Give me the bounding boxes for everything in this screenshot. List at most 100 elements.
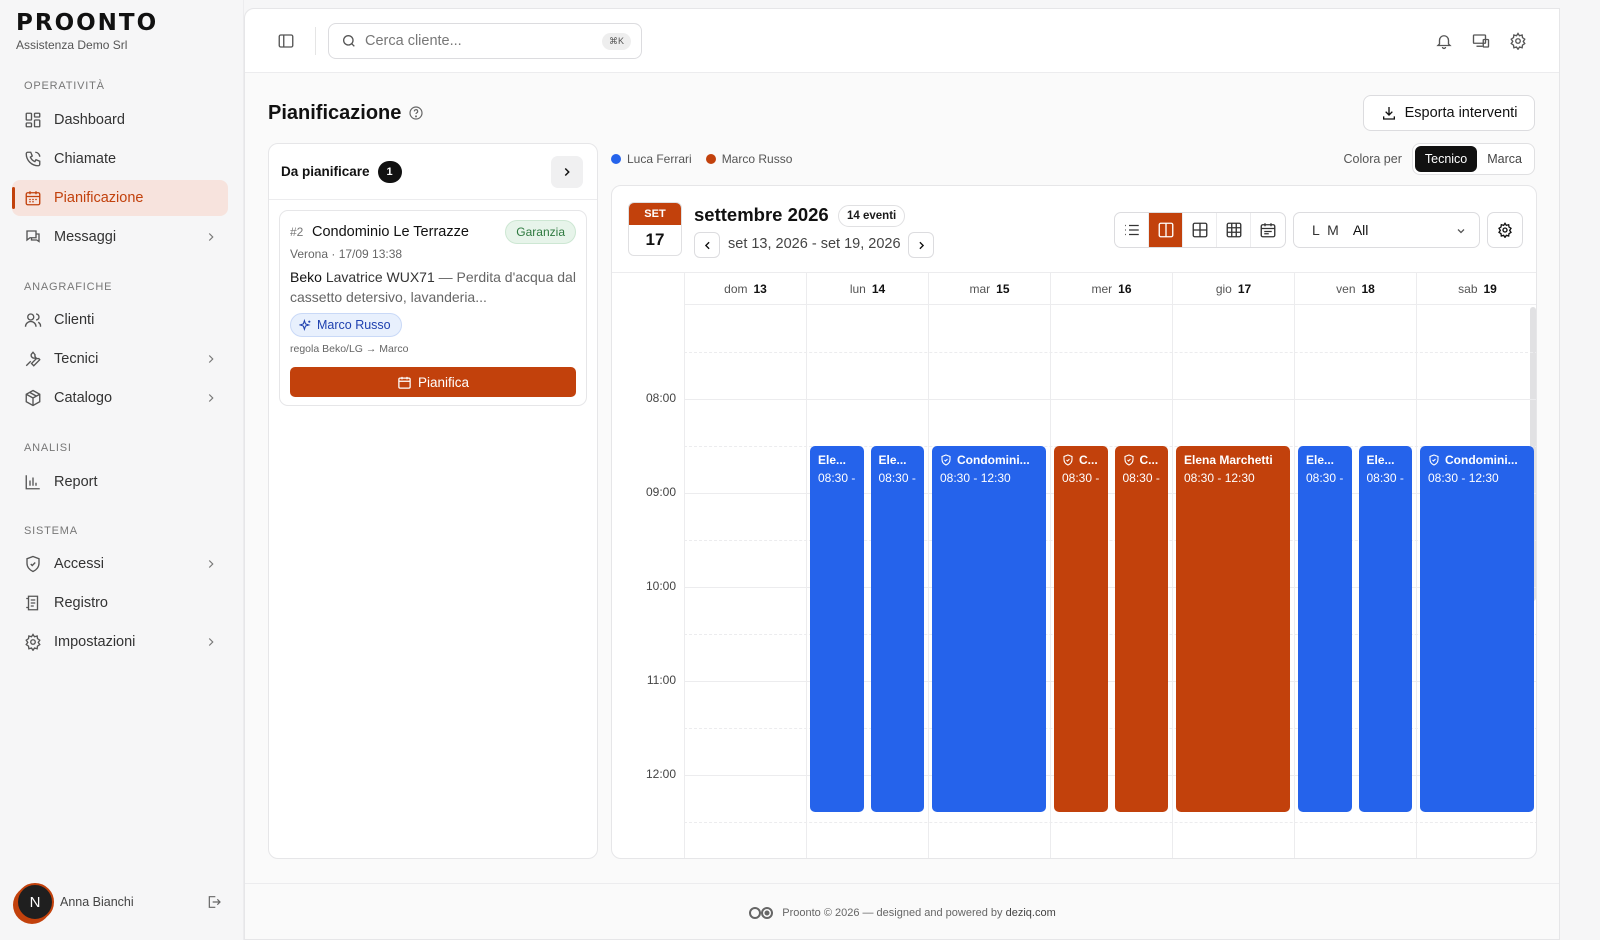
technician-filter-select[interactable]: L M All — [1293, 212, 1480, 248]
sidebar-item-clienti[interactable]: Clienti — [12, 302, 228, 338]
sidebar-item-impostazioni[interactable]: Impostazioni — [12, 624, 228, 660]
day-name: mer — [1091, 281, 1113, 296]
day-header-15[interactable]: mar 15 — [928, 273, 1050, 305]
prev-week-button[interactable] — [694, 232, 720, 258]
schedule-button[interactable]: Pianifica — [290, 367, 576, 397]
half-hour-line — [684, 728, 1536, 729]
nav-section-anagrafiche: ANAGRAFICHE — [24, 281, 113, 293]
event-title: Ele... — [1306, 453, 1335, 467]
sidebar-item-dashboard[interactable]: Dashboard — [12, 102, 228, 138]
event-title: C... — [1079, 453, 1098, 467]
message-icon — [26, 230, 40, 243]
hour-label: 08:00 — [645, 391, 676, 405]
gear-icon — [25, 633, 41, 651]
calendar-event[interactable]: C... 08:30 - — [1054, 446, 1108, 812]
legend-dot — [611, 154, 621, 164]
color-by-marca[interactable]: Marca — [1487, 152, 1522, 166]
chevron-right-icon — [564, 167, 570, 177]
phone-icon — [25, 151, 41, 167]
calendar-event[interactable]: Condomini... 08:30 - 12:30 — [1420, 446, 1534, 812]
day-column-line — [928, 305, 929, 858]
view-list[interactable] — [1115, 213, 1149, 247]
event-title-row: Ele... — [1367, 453, 1405, 467]
collapse-panel-button[interactable] — [551, 156, 583, 188]
event-time: 08:30 - — [1062, 471, 1100, 485]
help-icon[interactable] — [408, 105, 424, 121]
day-header-19[interactable]: sab 19 — [1416, 273, 1536, 305]
logout-icon[interactable] — [206, 894, 222, 910]
brand[interactable]: PROONTO Assistenza Demo Srl — [16, 10, 158, 52]
warranty-badge: Garanzia — [505, 220, 576, 244]
sidebar-item-catalogo[interactable]: Catalogo — [12, 380, 228, 416]
search-input[interactable] — [365, 33, 585, 49]
hour-line — [684, 587, 1536, 588]
footer-link[interactable]: deziq.com — [1005, 906, 1056, 919]
view-columns[interactable] — [1149, 213, 1183, 247]
day-column-line — [1050, 305, 1051, 858]
topbar: ⌘K — [245, 9, 1559, 73]
bell-icon[interactable] — [1435, 32, 1453, 50]
sidebar-item-messaggi[interactable]: Messaggi — [12, 219, 228, 255]
calendar-event[interactable]: C... 08:30 - — [1114, 446, 1168, 812]
calendar-event[interactable]: Condomini... 08:30 - 12:30 — [932, 446, 1046, 812]
sidebar-item-registro[interactable]: Registro — [12, 585, 228, 621]
calendar-event[interactable]: Elena Marchetti 08:30 - 12:30 — [1176, 446, 1290, 812]
search-box[interactable]: ⌘K — [328, 23, 642, 59]
assignment-rule: regola Beko/LG → Marco — [290, 343, 409, 355]
calendar-event[interactable]: Ele... 08:30 - — [1298, 446, 1352, 812]
export-button[interactable]: Esporta interventi — [1363, 95, 1535, 131]
day-header-13[interactable]: dom 13 — [684, 273, 806, 305]
sparkles-icon — [299, 318, 311, 331]
view-calendar[interactable] — [1251, 213, 1285, 247]
calendar-event[interactable]: Ele... 08:30 - — [870, 446, 924, 812]
hour-label: 11:00 — [646, 673, 676, 687]
sidebar-item-pianificazione[interactable]: Pianificazione — [12, 180, 228, 216]
chevron-right-icon — [208, 355, 214, 363]
search-icon — [343, 35, 355, 47]
sidebar-item-tecnici[interactable]: Tecnici — [12, 341, 228, 377]
shield-icon — [941, 454, 951, 466]
sidebar-item-report[interactable]: Report — [12, 464, 228, 500]
calendar-settings-button[interactable] — [1487, 212, 1523, 248]
legend-dot — [705, 154, 716, 164]
event-title-row: Condomini... — [940, 453, 1038, 467]
schedule-label: Pianifica — [417, 374, 470, 390]
brand-logo: PROONTO — [16, 10, 159, 36]
event-title-row: Ele... — [818, 453, 856, 467]
date-range: set 13, 2026 - set 19, 2026 — [728, 236, 901, 252]
event-title: C... — [1139, 453, 1159, 467]
settings-icon[interactable] — [1509, 32, 1527, 50]
ticket-card[interactable]: #2 Condominio Le Terrazze Garanzia Veron… — [279, 210, 587, 406]
day-header-14[interactable]: lun 14 — [806, 273, 928, 305]
day-header-18[interactable]: ven 18 — [1294, 273, 1416, 305]
view-switcher — [1114, 212, 1286, 248]
day-name: ven — [1336, 281, 1356, 296]
today-badge[interactable]: SET 17 — [628, 202, 682, 256]
color-by-tecnico[interactable]: Tecnico — [1414, 146, 1478, 172]
user-menu[interactable]: N Anna Bianchi — [16, 882, 228, 922]
ticket-model: Lavatrice WUX71 — [325, 269, 435, 285]
panel-header: Da pianificare 1 — [269, 144, 597, 200]
sidebar-item-label: Impostazioni — [54, 634, 136, 650]
day-header-17[interactable]: gio 17 — [1172, 273, 1294, 305]
day-number: 15 — [996, 281, 1010, 296]
sidebar-toggle-icon[interactable] — [277, 32, 295, 50]
sidebar-item-accessi[interactable]: Accessi — [12, 546, 228, 582]
day-name: mar — [969, 281, 991, 296]
day-number: 19 — [1483, 281, 1497, 296]
event-title: Condomini... — [1445, 453, 1518, 467]
calendar-event[interactable]: Ele... 08:30 - — [810, 446, 864, 812]
view-week[interactable] — [1183, 213, 1217, 247]
next-week-button[interactable] — [908, 232, 934, 258]
calendar-event[interactable]: Ele... 08:30 - — [1358, 446, 1412, 812]
sidebar-item-chiamate[interactable]: Chiamate — [12, 141, 228, 177]
legend-label: Luca Ferrari — [627, 152, 692, 166]
suggested-technician-chip[interactable]: Marco Russo — [290, 313, 402, 337]
devices-icon[interactable] — [1472, 32, 1490, 50]
avatar[interactable]: N — [16, 883, 54, 921]
day-column-line — [1172, 305, 1173, 858]
event-title-row: Elena Marchetti — [1184, 453, 1282, 467]
calendar-plus-icon — [398, 376, 411, 389]
view-month[interactable] — [1217, 213, 1251, 247]
day-header-16[interactable]: mer 16 — [1050, 273, 1172, 305]
